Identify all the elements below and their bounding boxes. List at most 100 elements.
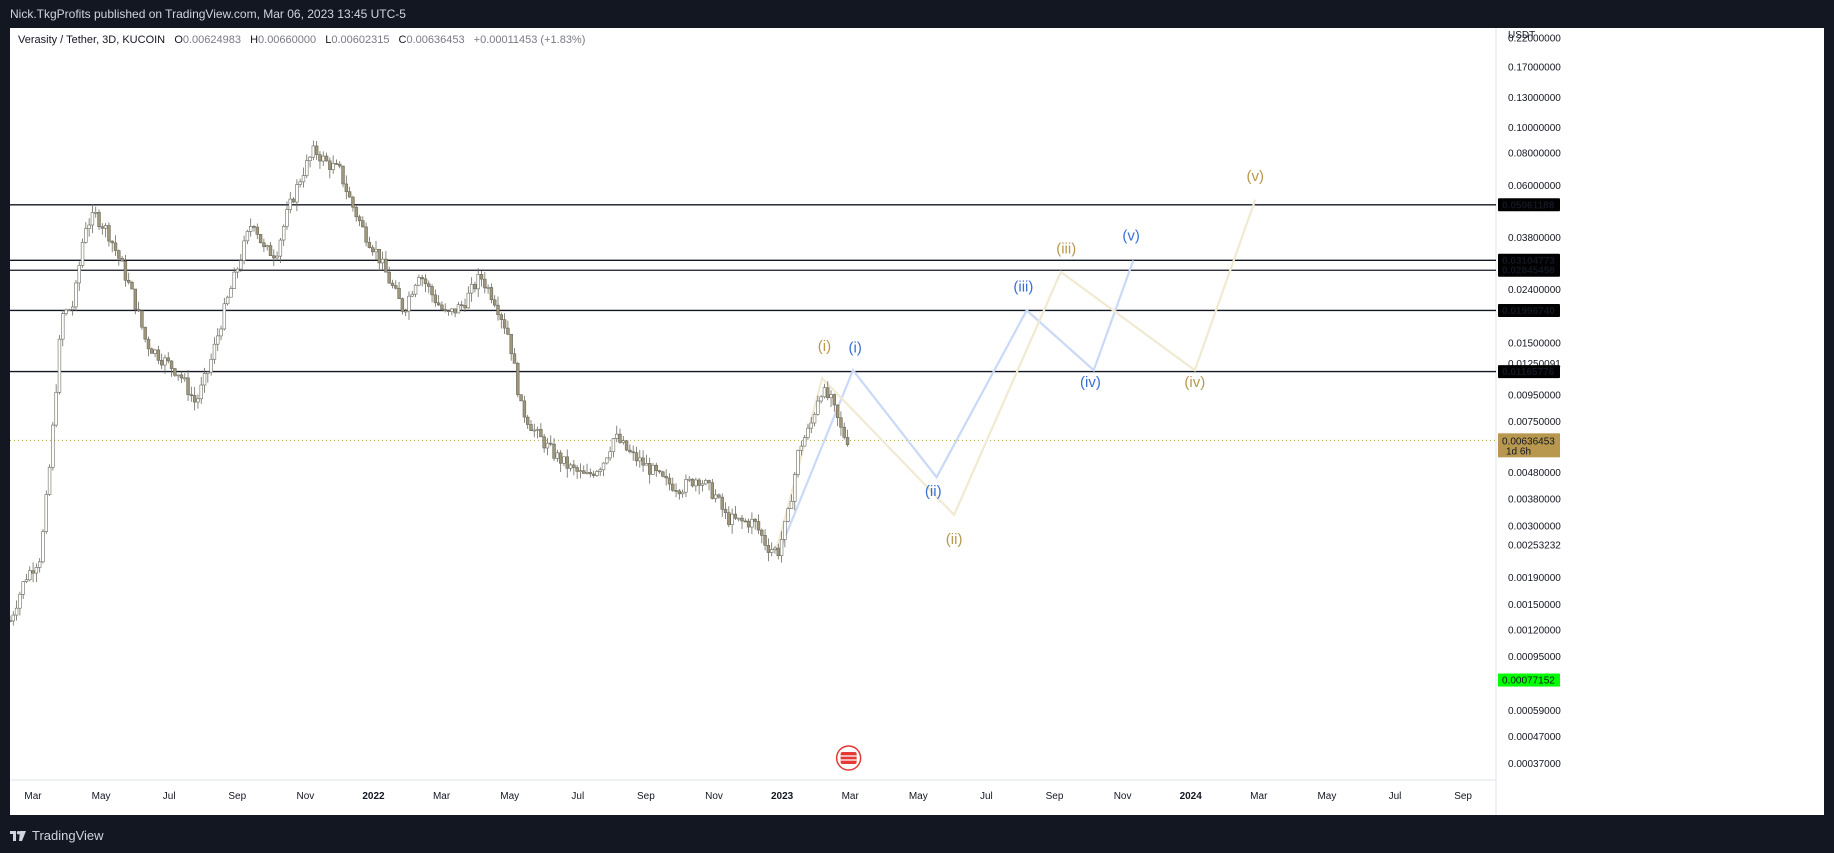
candle-body (229, 288, 233, 298)
x-tick-label: May (92, 791, 111, 802)
candle-body (720, 496, 724, 510)
candle-body (113, 242, 118, 251)
candle-body (740, 517, 744, 522)
candle-body (463, 305, 467, 309)
y-tick-label: 0.01500000 (1508, 338, 1561, 349)
candle-body (427, 283, 431, 287)
candle-body (812, 413, 817, 424)
candle-body (677, 490, 682, 495)
x-tick-label: Sep (1046, 791, 1064, 802)
candle-body (64, 309, 68, 314)
candle-body (779, 539, 784, 556)
high-label: H (250, 34, 259, 46)
current-price-tag (1498, 433, 1560, 458)
candle-body (410, 293, 414, 297)
candle-body (37, 561, 42, 568)
candle-body (647, 463, 652, 475)
candle-body (44, 494, 48, 532)
candle-body (413, 284, 418, 295)
current-price-value: 0.00636453 (1502, 436, 1555, 447)
candle-body (262, 242, 266, 248)
candle-body (117, 250, 121, 259)
y-tick-label: 0.00190000 (1508, 573, 1561, 584)
level-value: 0.05061188 (1502, 200, 1555, 211)
candle-body (588, 472, 593, 475)
candle-body (21, 581, 25, 595)
candle-body (255, 226, 260, 235)
y-tick-label: 0.00300000 (1508, 521, 1561, 532)
candle-body (809, 422, 813, 429)
candle-body (793, 474, 797, 502)
candle-body (704, 480, 708, 485)
candle-body (57, 338, 62, 393)
candle-body (799, 445, 804, 451)
tradingview-icon (10, 830, 26, 841)
candle-body (397, 287, 401, 299)
candle-body (31, 570, 35, 574)
candle-body (575, 467, 579, 472)
wave-label-gold: (v) (1247, 168, 1265, 185)
candle-body (783, 520, 787, 540)
candle-body (232, 271, 236, 289)
candle-body (707, 480, 711, 483)
candle-body (730, 513, 734, 525)
candle-body (130, 281, 134, 290)
candle-body (143, 326, 147, 340)
candle-body (723, 509, 728, 513)
candle-body (585, 472, 589, 474)
candle-body (41, 531, 45, 563)
level-value: 0.01165776 (1502, 367, 1555, 378)
wave-label-blue: (iv) (1080, 374, 1101, 391)
candle-body (628, 449, 632, 453)
candle-body (387, 271, 391, 284)
candle-body (153, 349, 157, 354)
candle-body (77, 265, 81, 284)
candle-body (225, 296, 230, 305)
candle-body (525, 416, 530, 425)
candle-body (608, 451, 612, 459)
candle-body (786, 508, 790, 522)
candle-body (159, 360, 164, 366)
candle-body (555, 452, 560, 459)
candle-body (601, 462, 606, 471)
symbol-title: Verasity / Tether, 3D, KUCOIN (18, 34, 166, 46)
candle-body (84, 228, 88, 243)
candle-body (420, 277, 424, 280)
candle-body (489, 287, 494, 301)
candle-body (819, 396, 823, 402)
x-tick-label: Mar (24, 791, 42, 802)
candle-body (568, 464, 573, 469)
candle-body (314, 145, 319, 155)
candle-body (433, 294, 438, 304)
candle-body (582, 470, 586, 474)
level-tag (1498, 253, 1560, 267)
wave-path-blue (778, 260, 1135, 552)
wave-label-gold: (iv) (1184, 374, 1205, 391)
candle-body (268, 245, 273, 256)
candle-body (651, 464, 655, 475)
candle-body (156, 349, 161, 361)
candle-body (417, 277, 421, 286)
candle-body (70, 306, 75, 310)
candle-body (436, 302, 441, 306)
candle-body (522, 400, 527, 418)
candle-body (532, 429, 536, 432)
candle-body (595, 471, 599, 476)
candle-body (107, 225, 111, 242)
candle-body (202, 373, 207, 386)
candle-body (684, 479, 688, 493)
candle-body (605, 457, 609, 464)
candle-body (512, 353, 517, 364)
candle-body (654, 464, 658, 471)
candle-body (743, 520, 748, 523)
x-tick-label: May (909, 791, 928, 802)
level-value: 0.03104773 (1502, 256, 1555, 267)
x-tick-label: 2022 (362, 791, 385, 802)
candle-body (380, 258, 385, 264)
candle-body (357, 216, 362, 221)
candle-body (384, 258, 388, 273)
candle-body (239, 260, 243, 270)
candle-body (694, 479, 698, 487)
tradingview-logo[interactable]: TradingView (10, 828, 104, 843)
